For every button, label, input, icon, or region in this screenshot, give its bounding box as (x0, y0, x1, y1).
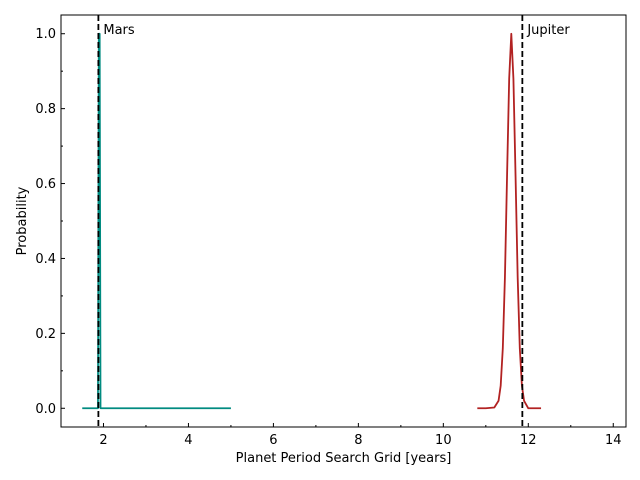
tick-layer: 2 4 6 8 10 12 14 0.0 0.2 0.4 0.6 0.8 1.0 (35, 27, 621, 448)
series-line-0 (82, 32, 231, 410)
y-tick-label: 0.4 (35, 252, 56, 267)
x-tick-label: 10 (435, 433, 452, 448)
x-tick-label: 14 (605, 433, 622, 448)
series-line-1 (477, 32, 542, 410)
series-layer (82, 32, 542, 410)
x-tick-label: 4 (184, 433, 192, 448)
y-tick-label: 0.0 (35, 402, 56, 417)
jupiter-label: Jupiter (526, 23, 570, 38)
y-tick-label: 0.2 (35, 327, 56, 342)
x-axis-label: Planet Period Search Grid [years] (236, 451, 452, 466)
mars-label: Mars (103, 23, 135, 38)
x-tick-label: 6 (269, 433, 277, 448)
x-tick-label: 2 (99, 433, 107, 448)
y-tick-label: 1.0 (35, 27, 56, 42)
x-tick-label: 12 (520, 433, 537, 448)
y-tick-label: 0.6 (35, 177, 56, 192)
y-tick-label: 0.8 (35, 102, 56, 117)
y-axis-label: Probability (15, 186, 30, 255)
vline-layer: Mars Jupiter (97, 15, 570, 427)
plot-frame (60, 14, 627, 428)
x-tick-label: 8 (354, 433, 362, 448)
